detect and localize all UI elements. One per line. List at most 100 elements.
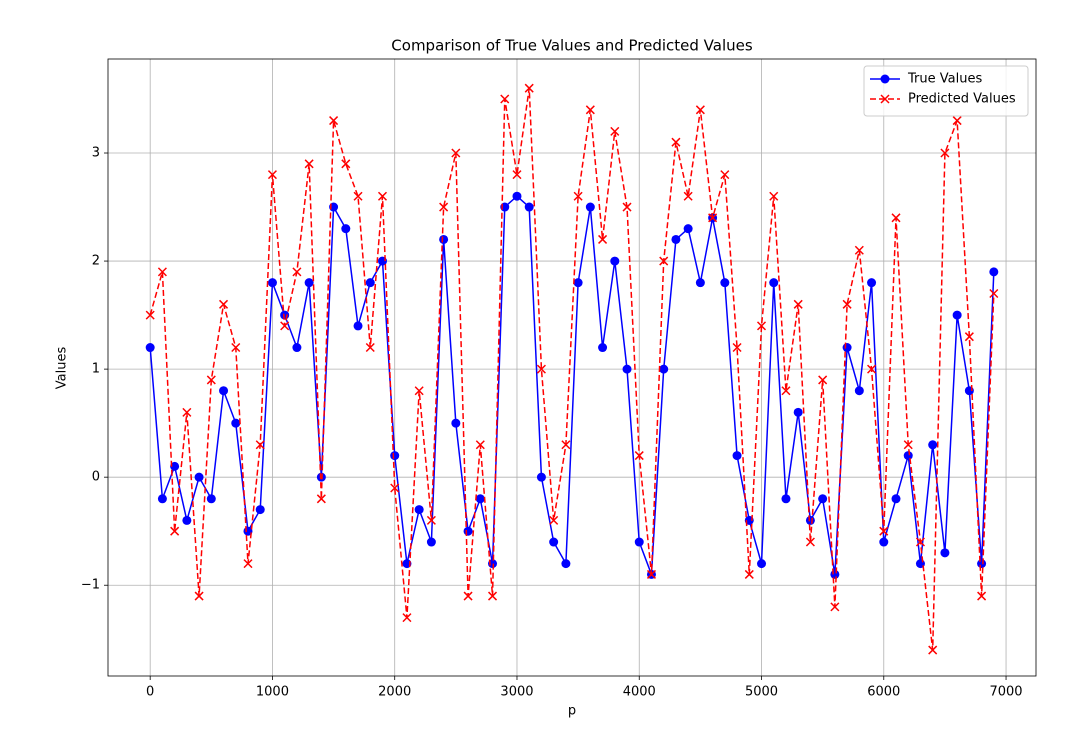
marker [512, 170, 522, 180]
marker [830, 602, 840, 612]
marker [989, 288, 999, 299]
x-tick-label: 0 [146, 685, 154, 700]
marker [145, 343, 155, 353]
marker [671, 234, 681, 244]
marker [928, 440, 938, 450]
marker [940, 548, 950, 558]
marker [267, 170, 277, 180]
x-tick-label: 6000 [867, 685, 900, 700]
marker [683, 191, 693, 201]
marker [879, 526, 889, 536]
marker [854, 245, 864, 255]
marker [145, 310, 155, 320]
x-axis-label: p [568, 704, 576, 719]
marker [977, 559, 987, 569]
marker [390, 451, 400, 461]
marker [854, 386, 864, 396]
y-tick-label: 2 [92, 254, 100, 269]
marker [744, 569, 754, 579]
marker [989, 267, 999, 277]
marker [353, 321, 363, 331]
marker [304, 278, 314, 288]
y-tick-label: 0 [92, 470, 100, 485]
marker [182, 407, 192, 417]
marker [157, 267, 167, 277]
marker [805, 515, 815, 525]
marker [598, 234, 608, 244]
marker [842, 299, 852, 309]
y-tick-label: 1 [92, 362, 100, 377]
plot-frame [107, 58, 1037, 677]
marker [964, 332, 974, 342]
marker [818, 375, 828, 385]
legend-marker [880, 94, 890, 104]
marker [329, 116, 339, 126]
marker [561, 440, 571, 450]
marker [708, 213, 718, 223]
series-line [149, 88, 995, 651]
marker [830, 569, 840, 579]
marker [915, 537, 925, 547]
marker [781, 386, 791, 396]
marker [757, 559, 767, 569]
marker [671, 137, 681, 147]
x-tick-label: 3000 [500, 685, 533, 700]
marker [818, 494, 828, 504]
marker [365, 342, 375, 353]
marker [659, 256, 669, 266]
marker [182, 515, 192, 525]
marker [867, 364, 877, 374]
marker [267, 278, 277, 288]
marker [194, 591, 204, 601]
marker [720, 278, 730, 288]
marker [573, 191, 583, 201]
marker [390, 483, 400, 493]
marker [463, 591, 473, 601]
y-tick-label: −1 [81, 578, 100, 593]
marker [903, 440, 913, 450]
marker [206, 375, 216, 385]
marker [928, 645, 938, 655]
marker [573, 278, 583, 288]
marker [646, 569, 657, 579]
marker [292, 267, 302, 277]
marker [585, 105, 595, 115]
x-tick-label: 7000 [989, 685, 1022, 700]
marker [341, 224, 351, 234]
marker [659, 364, 669, 374]
marker [732, 451, 742, 461]
marker [219, 299, 229, 309]
marker [451, 148, 461, 158]
marker [341, 159, 351, 169]
marker [414, 505, 424, 515]
marker [634, 537, 644, 547]
marker [536, 364, 546, 374]
marker [634, 451, 644, 461]
marker [255, 440, 265, 450]
marker [255, 505, 265, 515]
marker [316, 494, 326, 504]
legend-label: True Values [907, 72, 982, 87]
marker [622, 202, 632, 212]
marker [610, 256, 620, 266]
legend-box [863, 65, 1029, 117]
marker [805, 537, 815, 547]
marker [206, 494, 216, 504]
marker [463, 526, 473, 536]
marker [451, 418, 461, 428]
marker [524, 202, 534, 212]
marker [781, 494, 791, 504]
y-tick-label: 3 [92, 146, 100, 161]
marker [940, 148, 950, 158]
marker [793, 407, 803, 417]
marker [952, 116, 962, 126]
marker [842, 343, 852, 353]
marker [977, 591, 987, 601]
marker [695, 278, 705, 288]
chart-title: Comparison of True Values and Predicted … [391, 37, 753, 55]
marker [219, 386, 229, 396]
marker [365, 278, 375, 288]
x-tick-label: 5000 [745, 685, 778, 700]
marker [475, 440, 485, 450]
